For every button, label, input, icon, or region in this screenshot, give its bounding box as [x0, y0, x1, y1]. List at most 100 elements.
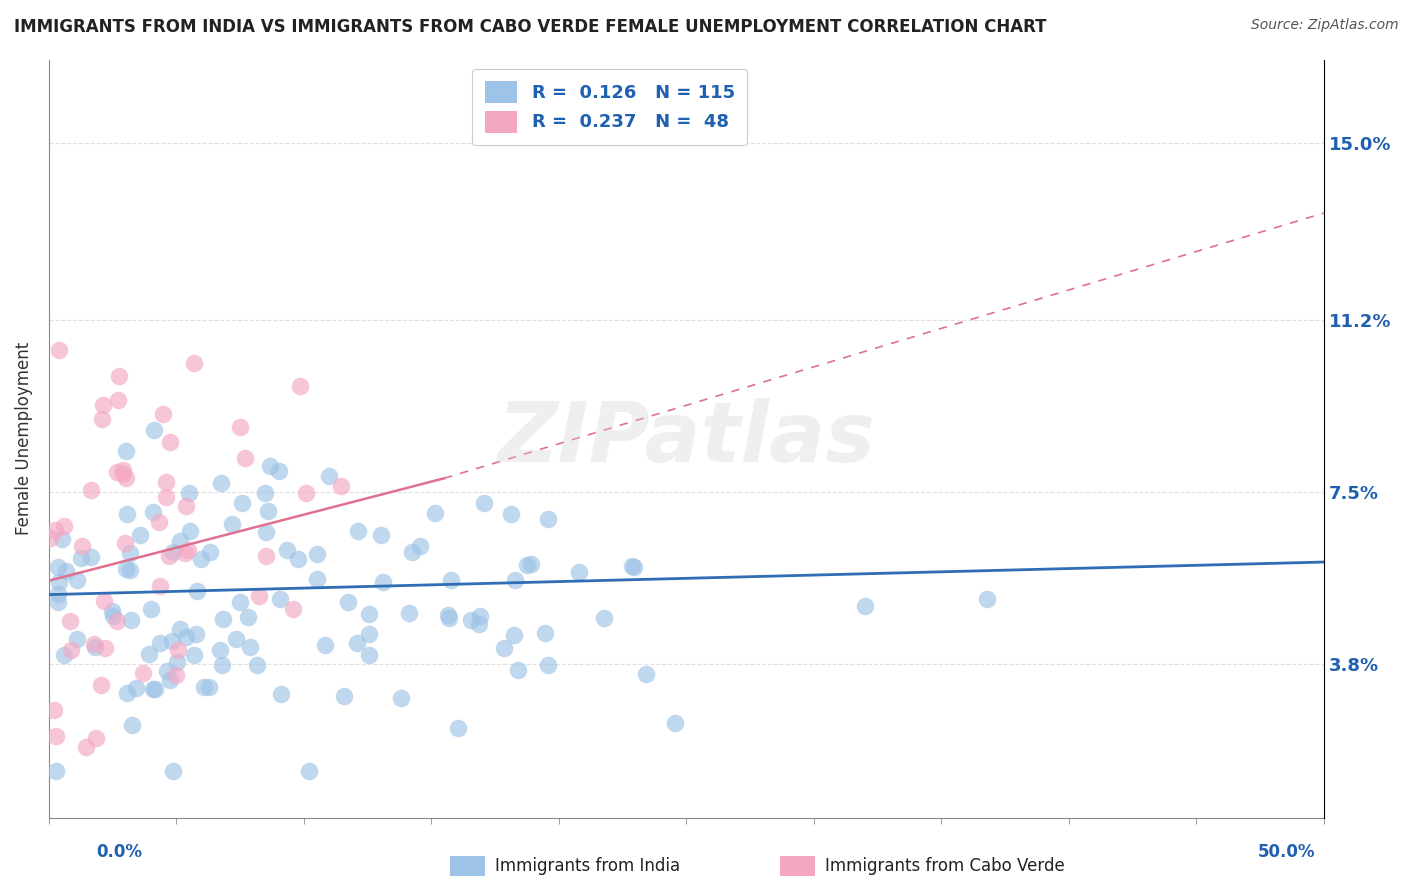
Text: Immigrants from India: Immigrants from India [495, 857, 681, 875]
Point [141, 602, 163, 616]
Point [65, 573, 87, 587]
Point [90, 678, 112, 692]
Point [198, 545, 221, 559]
Point [621, 559, 644, 574]
Point [269, 591, 291, 606]
Point [79, 483, 101, 497]
Point [162, 764, 184, 779]
Point [59, 614, 82, 628]
Point [228, 420, 250, 434]
Point [346, 524, 368, 538]
Point [506, 664, 529, 678]
Text: 0.0%: 0.0% [97, 843, 142, 861]
Point [115, 444, 138, 458]
Point [193, 680, 215, 694]
Point [70, 540, 93, 554]
Point [162, 545, 184, 559]
Point [257, 504, 280, 518]
Point [249, 589, 271, 603]
Point [190, 552, 212, 566]
Point [105, 614, 128, 628]
Point [408, 539, 430, 553]
Point [225, 632, 247, 646]
Point [183, 648, 205, 663]
Legend: R =  0.126   N = 115, R =  0.237   N =  48: R = 0.126 N = 115, R = 0.237 N = 48 [472, 69, 748, 145]
Point [623, 560, 645, 574]
Point [46, 560, 69, 574]
Point [423, 506, 446, 520]
Text: Immigrants from Cabo Verde: Immigrants from Cabo Verde [825, 857, 1066, 875]
Point [155, 475, 177, 489]
Point [155, 491, 177, 505]
Point [254, 549, 277, 563]
Text: IMMIGRANTS FROM INDIA VS IMMIGRANTS FROM CABO VERDE FEMALE UNEMPLOYMENT CORRELAT: IMMIGRANTS FROM INDIA VS IMMIGRANTS FROM… [14, 18, 1046, 36]
Point [118, 563, 141, 577]
Point [183, 356, 205, 370]
Point [129, 528, 152, 542]
Point [143, 681, 166, 696]
Point [108, 368, 131, 383]
Point [148, 515, 170, 529]
Point [103, 609, 125, 624]
Point [437, 611, 460, 625]
Point [142, 423, 165, 437]
Point [211, 657, 233, 672]
Point [44, 524, 66, 538]
Point [169, 534, 191, 549]
Point [371, 575, 394, 590]
Point [115, 507, 138, 521]
Point [159, 549, 181, 564]
Point [288, 378, 311, 392]
Point [45, 764, 67, 779]
Point [534, 626, 557, 640]
Point [111, 467, 134, 481]
Point [186, 584, 208, 599]
Point [101, 604, 124, 618]
Point [357, 607, 380, 622]
Point [66, 632, 89, 647]
Point [664, 715, 686, 730]
Point [48, 574, 70, 589]
Point [254, 525, 277, 540]
Y-axis label: Female Unemployment: Female Unemployment [15, 343, 32, 535]
Point [503, 628, 526, 642]
Point [94, 641, 117, 656]
Point [460, 613, 482, 627]
Point [115, 686, 138, 700]
Point [305, 572, 328, 586]
Point [537, 512, 560, 526]
Point [568, 566, 591, 580]
Point [179, 524, 201, 538]
Point [118, 546, 141, 560]
Point [142, 681, 165, 696]
Point [330, 479, 353, 493]
Point [337, 595, 360, 609]
Point [231, 496, 253, 510]
Text: ZIPatlas: ZIPatlas [498, 398, 876, 479]
Point [51, 533, 73, 547]
Text: Source: ZipAtlas.com: Source: ZipAtlas.com [1251, 18, 1399, 32]
Point [176, 543, 198, 558]
Point [314, 638, 336, 652]
Point [148, 636, 170, 650]
Point [437, 607, 460, 622]
Point [166, 655, 188, 669]
Point [169, 622, 191, 636]
Point [370, 528, 392, 542]
Point [467, 617, 489, 632]
Point [83, 637, 105, 651]
Point [111, 463, 134, 477]
Point [115, 471, 138, 485]
Point [48, 343, 70, 357]
Point [177, 486, 200, 500]
Point [120, 613, 142, 627]
Point [239, 640, 262, 654]
Point [55, 565, 77, 579]
Point [537, 657, 560, 672]
Point [69, 550, 91, 565]
Point [332, 689, 354, 703]
Point [105, 466, 128, 480]
Point [93, 594, 115, 608]
Point [149, 579, 172, 593]
Point [298, 764, 321, 779]
